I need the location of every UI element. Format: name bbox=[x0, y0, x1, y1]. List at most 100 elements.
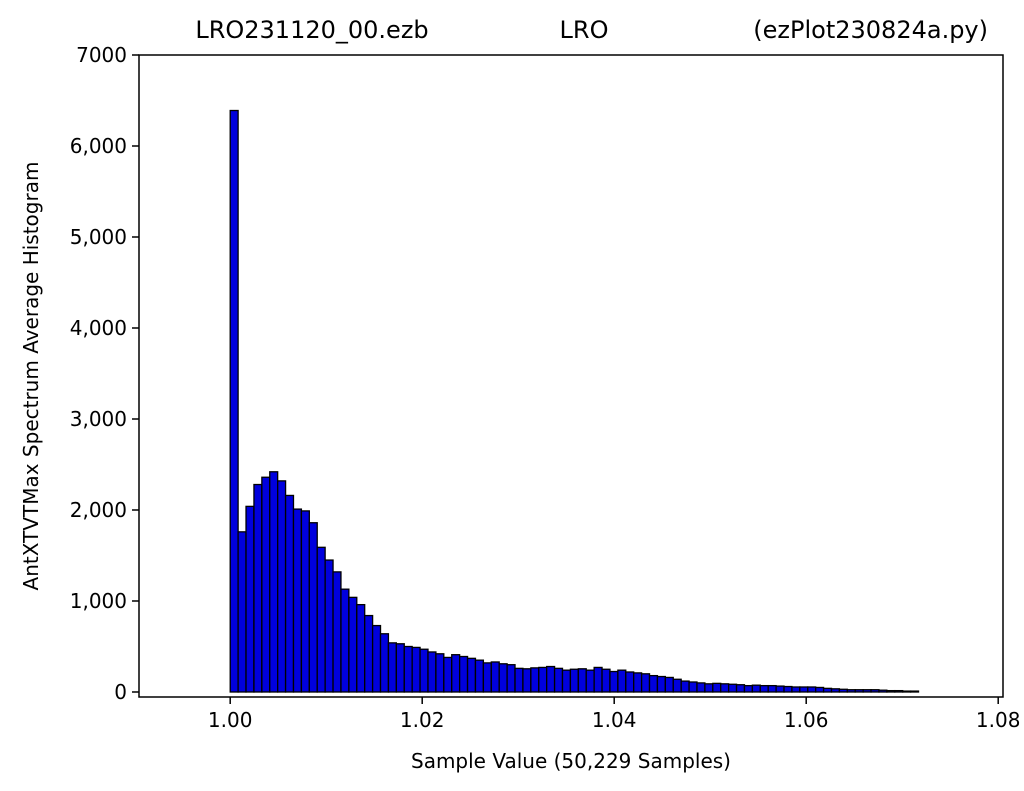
histogram-bar bbox=[704, 683, 714, 693]
histogram-bar bbox=[838, 688, 848, 693]
histogram-bar bbox=[458, 655, 469, 693]
chart-title-script: (ezPlot230824a.py) bbox=[753, 16, 988, 44]
histogram-bar bbox=[356, 603, 366, 693]
histogram-bar bbox=[688, 681, 698, 693]
histogram-bar bbox=[577, 668, 587, 693]
histogram-bar bbox=[316, 546, 326, 693]
histogram-bar bbox=[379, 633, 390, 693]
histogram-bar bbox=[585, 669, 595, 693]
histogram-bar bbox=[601, 668, 611, 693]
histogram-bar bbox=[419, 648, 429, 693]
histogram-bar bbox=[538, 666, 548, 693]
histogram-bar bbox=[878, 689, 888, 693]
histogram-bar bbox=[498, 663, 508, 693]
y-axis-ticks: 0 1,000 2,000 3,000 4,000 5,000 6,000 7000 bbox=[70, 43, 139, 704]
histogram-bar bbox=[807, 686, 817, 693]
histogram-bar bbox=[712, 682, 722, 693]
histogram-bar bbox=[269, 471, 279, 693]
chart-title-station: LRO bbox=[560, 16, 609, 44]
histogram-bar bbox=[237, 531, 247, 693]
histogram-bar bbox=[466, 657, 477, 693]
histogram-bar bbox=[522, 668, 532, 693]
x-tick-label: 1.02 bbox=[400, 708, 445, 732]
histogram-bar bbox=[767, 684, 777, 693]
histogram-bar bbox=[830, 688, 841, 693]
histogram-bar bbox=[633, 672, 643, 693]
histogram-bar bbox=[229, 109, 239, 693]
histogram-bar bbox=[332, 571, 342, 693]
histogram-bar bbox=[862, 689, 872, 693]
x-axis-label: Sample Value (50,229 Samples) bbox=[411, 749, 731, 773]
histogram-bar bbox=[435, 653, 445, 693]
y-tick-label: 3,000 bbox=[70, 407, 127, 431]
histogram-bar bbox=[735, 684, 746, 693]
histogram-bar bbox=[846, 689, 856, 693]
histogram-bar bbox=[909, 690, 920, 693]
histogram-bar bbox=[308, 522, 318, 693]
histogram-bar bbox=[727, 683, 738, 693]
histogram-bar bbox=[427, 651, 437, 693]
y-tick-label: 7000 bbox=[76, 43, 127, 67]
histogram-bar bbox=[775, 685, 785, 693]
histogram-bar bbox=[348, 596, 358, 693]
histogram-bar bbox=[617, 669, 627, 693]
y-tick-label: 6,000 bbox=[70, 134, 127, 158]
histogram-bar bbox=[609, 670, 619, 693]
histogram-bar bbox=[680, 680, 690, 693]
x-tick-label: 1.04 bbox=[592, 708, 637, 732]
histogram-bar bbox=[245, 505, 255, 693]
histogram-bar bbox=[902, 690, 912, 693]
histogram-bar bbox=[403, 645, 413, 693]
histogram-bar bbox=[411, 646, 421, 693]
histogram-bar bbox=[664, 676, 674, 693]
plot-frame bbox=[138, 54, 1004, 698]
y-axis-label: AntXTVTMax Spectrum Average Histogram bbox=[19, 162, 43, 591]
histogram-bar bbox=[870, 689, 880, 693]
histogram-bar bbox=[261, 476, 271, 693]
histogram-bar bbox=[284, 494, 295, 693]
histogram-bar bbox=[387, 642, 397, 693]
histogram-bar bbox=[530, 667, 540, 693]
histogram-bar bbox=[340, 588, 350, 693]
histogram-bar bbox=[546, 665, 556, 693]
histogram-bar bbox=[482, 662, 492, 693]
histogram-bar bbox=[696, 682, 706, 693]
histogram-bar bbox=[561, 669, 572, 693]
histogram-bar bbox=[451, 654, 461, 693]
histogram-bar bbox=[324, 559, 334, 693]
histogram-bar bbox=[371, 624, 382, 693]
histogram-bar bbox=[648, 674, 659, 693]
histogram-bar bbox=[886, 689, 896, 693]
chart-title-filename: LRO231120_00.ezb bbox=[195, 16, 428, 44]
histogram-bar bbox=[720, 683, 730, 693]
histogram-bar bbox=[815, 686, 825, 693]
histogram-bar bbox=[799, 686, 809, 693]
histogram-bar bbox=[625, 671, 635, 693]
y-tick-label: 2,000 bbox=[70, 498, 127, 522]
histogram-bar bbox=[490, 661, 500, 693]
histogram-bar bbox=[743, 684, 754, 693]
histogram-bar bbox=[569, 668, 579, 693]
histogram-bar bbox=[292, 508, 303, 693]
histogram-bar bbox=[395, 643, 405, 693]
histogram-bar bbox=[474, 659, 485, 693]
y-tick-label: 0 bbox=[114, 680, 127, 704]
histogram-bar bbox=[300, 510, 310, 693]
histogram-bar bbox=[894, 689, 904, 693]
histogram-bar bbox=[822, 687, 833, 693]
histogram-bar bbox=[506, 664, 516, 693]
histogram-bar bbox=[783, 685, 793, 693]
histogram-bars bbox=[229, 109, 920, 693]
x-tick-label: 1.00 bbox=[208, 708, 253, 732]
x-tick-label: 1.08 bbox=[976, 708, 1021, 732]
histogram-bar bbox=[277, 480, 287, 693]
y-tick-label: 5,000 bbox=[70, 225, 127, 249]
histogram-bar bbox=[553, 667, 564, 693]
histogram-bar bbox=[854, 689, 864, 693]
y-tick-label: 4,000 bbox=[70, 316, 127, 340]
histogram-bar bbox=[514, 667, 524, 693]
histogram-bar bbox=[672, 678, 682, 693]
histogram-bar bbox=[443, 656, 453, 693]
histogram-bar bbox=[751, 684, 761, 693]
